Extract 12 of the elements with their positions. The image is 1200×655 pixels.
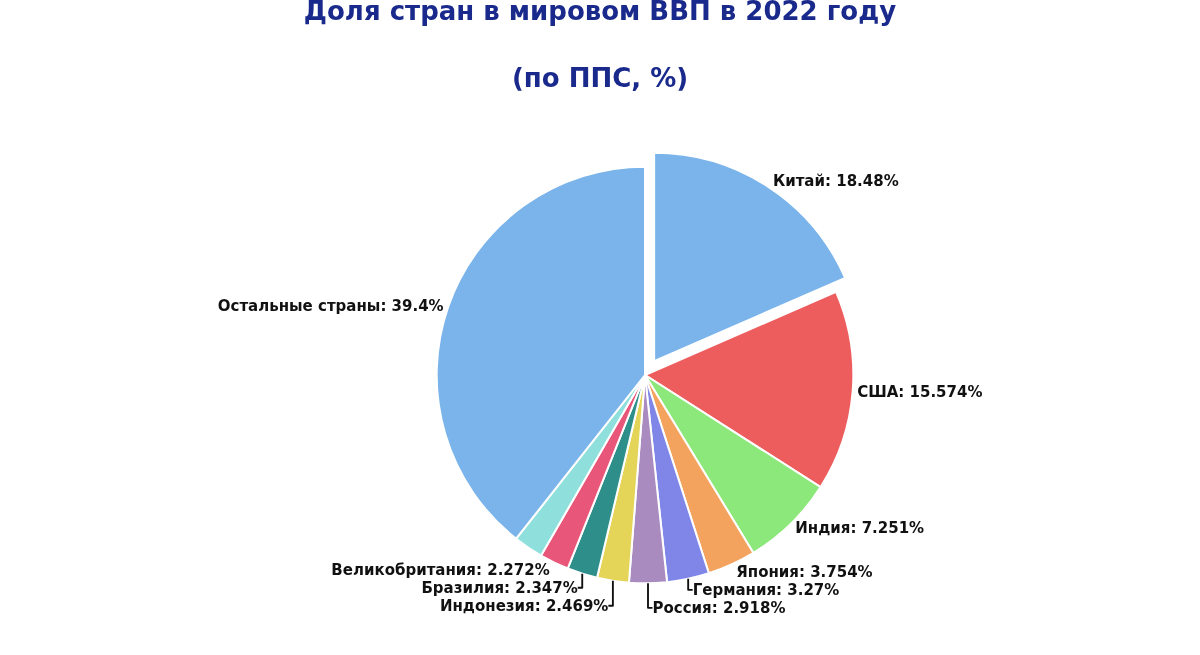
slice-label: Бразилия: 2.347% (421, 578, 578, 597)
slice-label: Остальные страны: 39.4% (217, 296, 444, 315)
chart-title: Доля стран в мировом ВВП в 2022 году (303, 0, 897, 26)
slice-label: Япония: 3.754% (736, 562, 873, 581)
slice-label: Германия: 3.27% (692, 580, 840, 599)
slice-label: Индонезия: 2.469% (439, 596, 609, 615)
slice-label: Россия: 2.918% (652, 598, 786, 617)
slice-label: Великобритания: 2.272% (331, 560, 550, 579)
slice-label: Китай: 18.48% (772, 171, 899, 190)
chart-subtitle: (по ППС, %) (511, 63, 689, 94)
slice-label: США: 15.574% (857, 382, 983, 401)
slice-label: Индия: 7.251% (795, 519, 925, 538)
